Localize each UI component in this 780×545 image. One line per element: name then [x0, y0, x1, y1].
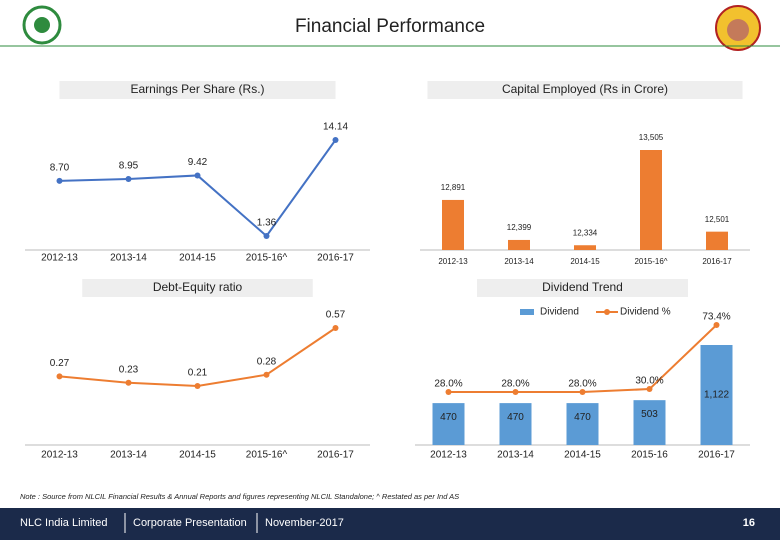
- point: [263, 371, 270, 378]
- x-tick-label: 2014-15: [179, 253, 216, 264]
- data-label: 0.28: [257, 356, 277, 367]
- x-tick-label: 2015-16: [631, 450, 668, 461]
- data-label: 470: [574, 412, 591, 423]
- chart-title: Dividend Trend: [542, 280, 623, 294]
- bar: [700, 345, 733, 445]
- logo-left: [22, 5, 62, 45]
- bar: [499, 403, 532, 445]
- x-tick-label: 2014-15: [564, 450, 601, 461]
- x-tick-label: 2012-13: [430, 450, 467, 461]
- data-label: 0.21: [188, 368, 208, 379]
- x-tick-label: 2012-13: [438, 257, 468, 266]
- x-tick-label: 2012-13: [41, 450, 78, 461]
- legend-label: Dividend: [540, 307, 579, 318]
- x-tick-label: 2016-17: [317, 450, 354, 461]
- point: [263, 233, 270, 239]
- data-label: 503: [641, 409, 658, 420]
- data-label: 12,891: [441, 183, 466, 192]
- point: [332, 137, 339, 143]
- data-label: 12,501: [705, 215, 730, 224]
- chart-title-bg: [82, 279, 313, 297]
- x-tick-label: 2015-16^: [634, 257, 667, 266]
- data-label: 0.23: [119, 364, 139, 375]
- point: [194, 172, 201, 179]
- data-label: 28.0%: [568, 379, 596, 390]
- bar: [706, 231, 728, 250]
- chart-title: Earnings Per Share (Rs.): [130, 82, 264, 96]
- bar: [442, 199, 464, 250]
- x-tick-label: 2015-16^: [246, 253, 288, 264]
- bar: [633, 400, 666, 445]
- bar: [508, 239, 530, 250]
- page-number: 16: [743, 517, 755, 529]
- chart-title-bg: [59, 81, 336, 99]
- x-tick-label: 2016-17: [702, 257, 732, 266]
- logo-right: [715, 5, 761, 51]
- x-tick-label: 2013-14: [504, 257, 534, 266]
- data-label: 9.42: [188, 157, 208, 168]
- x-tick-label: 2016-17: [698, 450, 735, 461]
- data-label: 14.14: [323, 122, 348, 133]
- footer-bar: [0, 508, 780, 540]
- x-tick-label: 2014-15: [179, 450, 216, 461]
- data-label: 30.0%: [635, 376, 663, 387]
- data-label: 28.0%: [501, 379, 529, 390]
- footer-company: NLC India Limited: [20, 517, 107, 529]
- x-tick-label: 2013-14: [110, 253, 147, 264]
- data-label: 13,505: [639, 133, 664, 142]
- x-tick-label: 2013-14: [497, 450, 534, 461]
- data-label: 73.4%: [702, 312, 730, 323]
- point: [579, 389, 586, 395]
- data-label: 470: [440, 412, 457, 423]
- x-tick-label: 2013-14: [110, 450, 147, 461]
- x-tick-label: 2012-13: [41, 253, 78, 264]
- data-label: 12,334: [573, 228, 598, 237]
- footer-section: Corporate Presentation: [133, 517, 247, 529]
- chart-title-bg: [427, 81, 743, 99]
- data-label: 0.27: [50, 358, 70, 369]
- footer-date: November-2017: [265, 517, 344, 529]
- bar: [566, 403, 599, 445]
- data-label: 1,122: [704, 390, 729, 401]
- note: Note : Source from NLCIL Financial Resul…: [20, 492, 459, 501]
- chart-title: Debt-Equity ratio: [153, 280, 243, 294]
- chart-title: Capital Employed (Rs in Crore): [502, 82, 668, 96]
- point: [445, 389, 452, 395]
- chart-title-bg: [477, 279, 688, 297]
- point: [713, 322, 720, 328]
- point: [194, 383, 201, 389]
- x-tick-label: 2016-17: [317, 253, 354, 264]
- data-label: 1.36: [257, 218, 277, 229]
- data-label: 12,399: [507, 223, 532, 232]
- bar: [574, 245, 596, 250]
- point: [56, 373, 63, 380]
- point: [125, 379, 132, 386]
- data-label: 470: [507, 412, 524, 423]
- point: [646, 386, 653, 393]
- data-label: 0.57: [326, 310, 346, 321]
- point: [125, 175, 132, 182]
- point: [512, 389, 519, 395]
- bar: [640, 150, 662, 250]
- slide-title: Financial Performance: [295, 16, 485, 37]
- point: [56, 177, 63, 184]
- data-label: 28.0%: [434, 379, 462, 390]
- legend-swatch: [520, 309, 534, 315]
- bar: [432, 403, 465, 445]
- data-label: 8.70: [50, 163, 70, 174]
- x-tick-label: 2014-15: [570, 257, 600, 266]
- point: [332, 325, 339, 331]
- data-label: 8.95: [119, 161, 139, 172]
- legend-marker: [604, 309, 610, 315]
- x-tick-label: 2015-16^: [246, 450, 288, 461]
- legend-label: Dividend %: [620, 307, 671, 318]
